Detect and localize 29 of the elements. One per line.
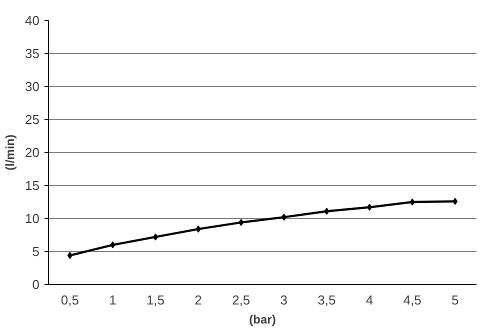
point <box>281 214 286 221</box>
x-tick-label: 4,5 <box>403 292 422 308</box>
x-tick-label: 2 <box>194 292 202 308</box>
point <box>110 241 116 248</box>
x-tick-label: 1 <box>109 292 116 308</box>
point <box>324 208 330 215</box>
x-tick-label: 2,5 <box>232 292 250 308</box>
y-tick-label: 10 <box>25 211 40 226</box>
point <box>410 198 415 206</box>
x-tick-label: 3,5 <box>318 292 336 308</box>
x-tick-label: 0,5 <box>60 292 79 308</box>
point <box>452 198 458 205</box>
point <box>238 218 244 226</box>
y-tick-label: 30 <box>25 79 40 94</box>
y-tick-label: 35 <box>25 46 40 61</box>
x-tick-label: 1,5 <box>146 292 165 308</box>
x-tick-label: 5 <box>451 292 459 308</box>
y-tick-label: 25 <box>25 112 40 127</box>
y-axis-title: (l/min) <box>3 134 18 170</box>
point <box>67 252 72 259</box>
x-tick-label: 4 <box>366 292 374 308</box>
y-tick-label: 0 <box>32 277 40 292</box>
y-tick-label: 40 <box>25 13 40 28</box>
point <box>196 226 201 233</box>
y-tick-label: 20 <box>25 145 40 160</box>
x-tick-label: 3 <box>280 292 288 308</box>
y-tick-label: 5 <box>32 244 40 259</box>
y-tick-label: 15 <box>25 178 40 193</box>
x-axis-title: (bar) <box>249 312 276 326</box>
